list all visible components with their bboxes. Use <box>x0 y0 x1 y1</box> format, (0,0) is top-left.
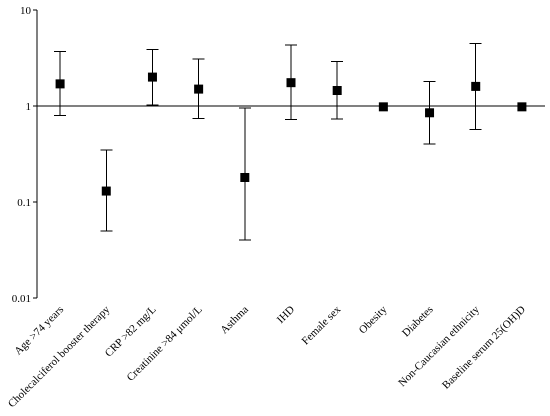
y-tick-label: 0.1 <box>17 197 31 209</box>
category-label: Obesity <box>357 303 390 336</box>
error-bars <box>54 42 482 241</box>
category-label: Baseline serum 25(OH)D <box>440 304 528 392</box>
y-tick-label: 0.01 <box>12 293 31 305</box>
data-point-marker <box>55 79 65 89</box>
data-point-marker <box>194 84 204 94</box>
category-label: Creatinine >84 μmol/L <box>125 303 205 383</box>
data-point-marker <box>101 186 111 196</box>
category-label: Female sex <box>300 303 344 347</box>
category-label: Cholecalciferol booster therapy <box>6 303 113 410</box>
data-point-marker <box>240 172 250 182</box>
y-axis: 10 1 0.1 0.01 <box>12 5 38 305</box>
data-point-marker <box>471 81 481 91</box>
category-label: Diabetes <box>400 304 436 340</box>
category-label: IHD <box>275 304 297 326</box>
data-point-marker <box>378 102 388 112</box>
data-point-marker <box>517 102 527 112</box>
category-label: Non-Caucasian ethnicity <box>396 303 482 389</box>
category-label: Asthma <box>218 304 251 337</box>
data-point-marker <box>147 72 157 82</box>
data-point-marker <box>332 86 342 96</box>
point-markers <box>55 72 527 196</box>
data-point-marker <box>286 78 296 88</box>
y-tick-label: 10 <box>20 5 32 17</box>
y-tick-label: 1 <box>26 101 32 113</box>
data-point-marker <box>425 108 435 118</box>
